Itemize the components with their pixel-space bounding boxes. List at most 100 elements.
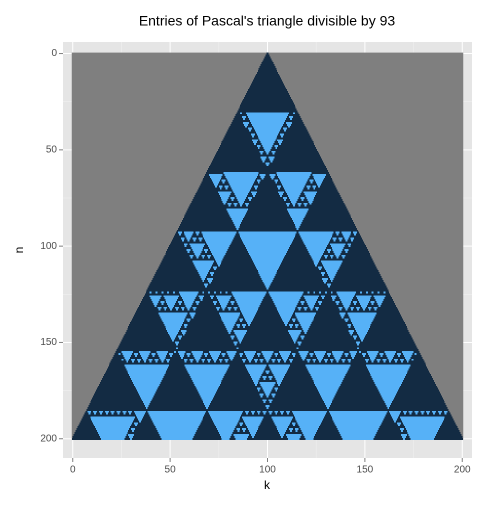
divisible-cell bbox=[236, 335, 245, 338]
cell bbox=[295, 353, 300, 356]
cell bbox=[321, 256, 325, 259]
cell bbox=[234, 235, 241, 238]
cell bbox=[227, 198, 232, 202]
cell bbox=[246, 212, 289, 215]
cell bbox=[181, 301, 184, 304]
cell bbox=[245, 198, 249, 202]
divisible-cell bbox=[257, 135, 278, 138]
divisible-cell bbox=[130, 437, 133, 441]
cell bbox=[290, 420, 297, 423]
cell bbox=[351, 324, 354, 327]
cell bbox=[283, 123, 287, 127]
divisible-cell bbox=[222, 308, 225, 311]
cell bbox=[112, 356, 125, 360]
cell bbox=[364, 308, 369, 311]
cell bbox=[409, 366, 428, 369]
cell bbox=[211, 162, 266, 165]
divisible-cell bbox=[381, 395, 396, 398]
divisible-cell bbox=[220, 197, 229, 200]
cell bbox=[379, 291, 384, 294]
cell bbox=[191, 235, 204, 238]
cell bbox=[293, 310, 399, 313]
cell bbox=[306, 204, 346, 207]
divisible-cell bbox=[251, 135, 254, 138]
divisible-cell bbox=[259, 150, 264, 154]
cell bbox=[131, 412, 136, 415]
cell bbox=[191, 304, 221, 308]
divisible-cell bbox=[385, 353, 396, 356]
divisible-cell bbox=[271, 297, 301, 300]
cell bbox=[323, 354, 328, 358]
divisible-cell bbox=[376, 301, 383, 304]
divisible-cell bbox=[100, 412, 102, 415]
cell bbox=[71, 437, 101, 441]
divisible-cell bbox=[128, 433, 135, 437]
cell bbox=[128, 430, 133, 433]
cell bbox=[248, 410, 251, 414]
cell bbox=[310, 358, 313, 362]
divisible-cell bbox=[210, 249, 228, 252]
divisible-cell bbox=[248, 116, 287, 119]
cell bbox=[160, 308, 165, 311]
divisible-cell bbox=[335, 301, 340, 304]
divisible-cell bbox=[400, 430, 403, 433]
cell bbox=[99, 383, 135, 387]
divisible-cell bbox=[347, 358, 352, 362]
cell bbox=[417, 412, 422, 415]
divisible-cell bbox=[155, 426, 199, 429]
divisible-cell bbox=[195, 301, 200, 304]
cell bbox=[205, 243, 208, 246]
cell bbox=[334, 395, 382, 398]
divisible-cell bbox=[272, 418, 292, 421]
cell bbox=[442, 420, 455, 423]
cell bbox=[274, 383, 279, 387]
divisible-cell bbox=[406, 360, 409, 363]
cell bbox=[297, 326, 302, 329]
cell bbox=[266, 410, 269, 414]
cell bbox=[365, 333, 411, 337]
divisible-cell bbox=[329, 277, 334, 281]
cell bbox=[301, 306, 304, 310]
divisible-cell bbox=[333, 239, 336, 242]
divisible-cell bbox=[358, 299, 370, 302]
cell bbox=[289, 245, 306, 248]
cell bbox=[307, 179, 310, 182]
divisible-cell bbox=[328, 276, 335, 279]
cell bbox=[166, 308, 171, 311]
divisible-cell bbox=[330, 414, 386, 417]
cell bbox=[424, 410, 427, 414]
divisible-cell bbox=[165, 326, 181, 329]
cell bbox=[344, 376, 372, 379]
divisible-cell bbox=[228, 308, 231, 311]
divisible-cell bbox=[197, 270, 210, 273]
divisible-cell bbox=[380, 393, 397, 396]
cell bbox=[369, 326, 407, 329]
divisible-cell bbox=[397, 353, 401, 356]
divisible-cell bbox=[227, 179, 255, 182]
cell bbox=[150, 281, 210, 285]
cell bbox=[226, 200, 239, 204]
cell bbox=[238, 108, 297, 111]
divisible-cell bbox=[301, 302, 304, 306]
divisible-cell bbox=[159, 356, 166, 360]
cell bbox=[261, 301, 274, 304]
cell bbox=[244, 200, 291, 204]
cell bbox=[96, 389, 138, 392]
divisible-cell bbox=[263, 389, 272, 392]
divisible-cell bbox=[296, 347, 299, 350]
cell bbox=[268, 406, 327, 410]
cell bbox=[225, 202, 228, 206]
cell bbox=[339, 358, 342, 362]
cell bbox=[386, 358, 389, 362]
cell bbox=[275, 139, 278, 142]
cell bbox=[294, 354, 301, 358]
cell bbox=[218, 146, 258, 150]
cell bbox=[272, 410, 275, 414]
divisible-cell bbox=[287, 195, 300, 198]
cell bbox=[273, 385, 317, 389]
divisible-cell bbox=[345, 320, 348, 323]
divisible-cell bbox=[374, 381, 402, 385]
cell bbox=[193, 254, 196, 258]
cell bbox=[262, 299, 273, 302]
divisible-cell bbox=[344, 353, 349, 356]
